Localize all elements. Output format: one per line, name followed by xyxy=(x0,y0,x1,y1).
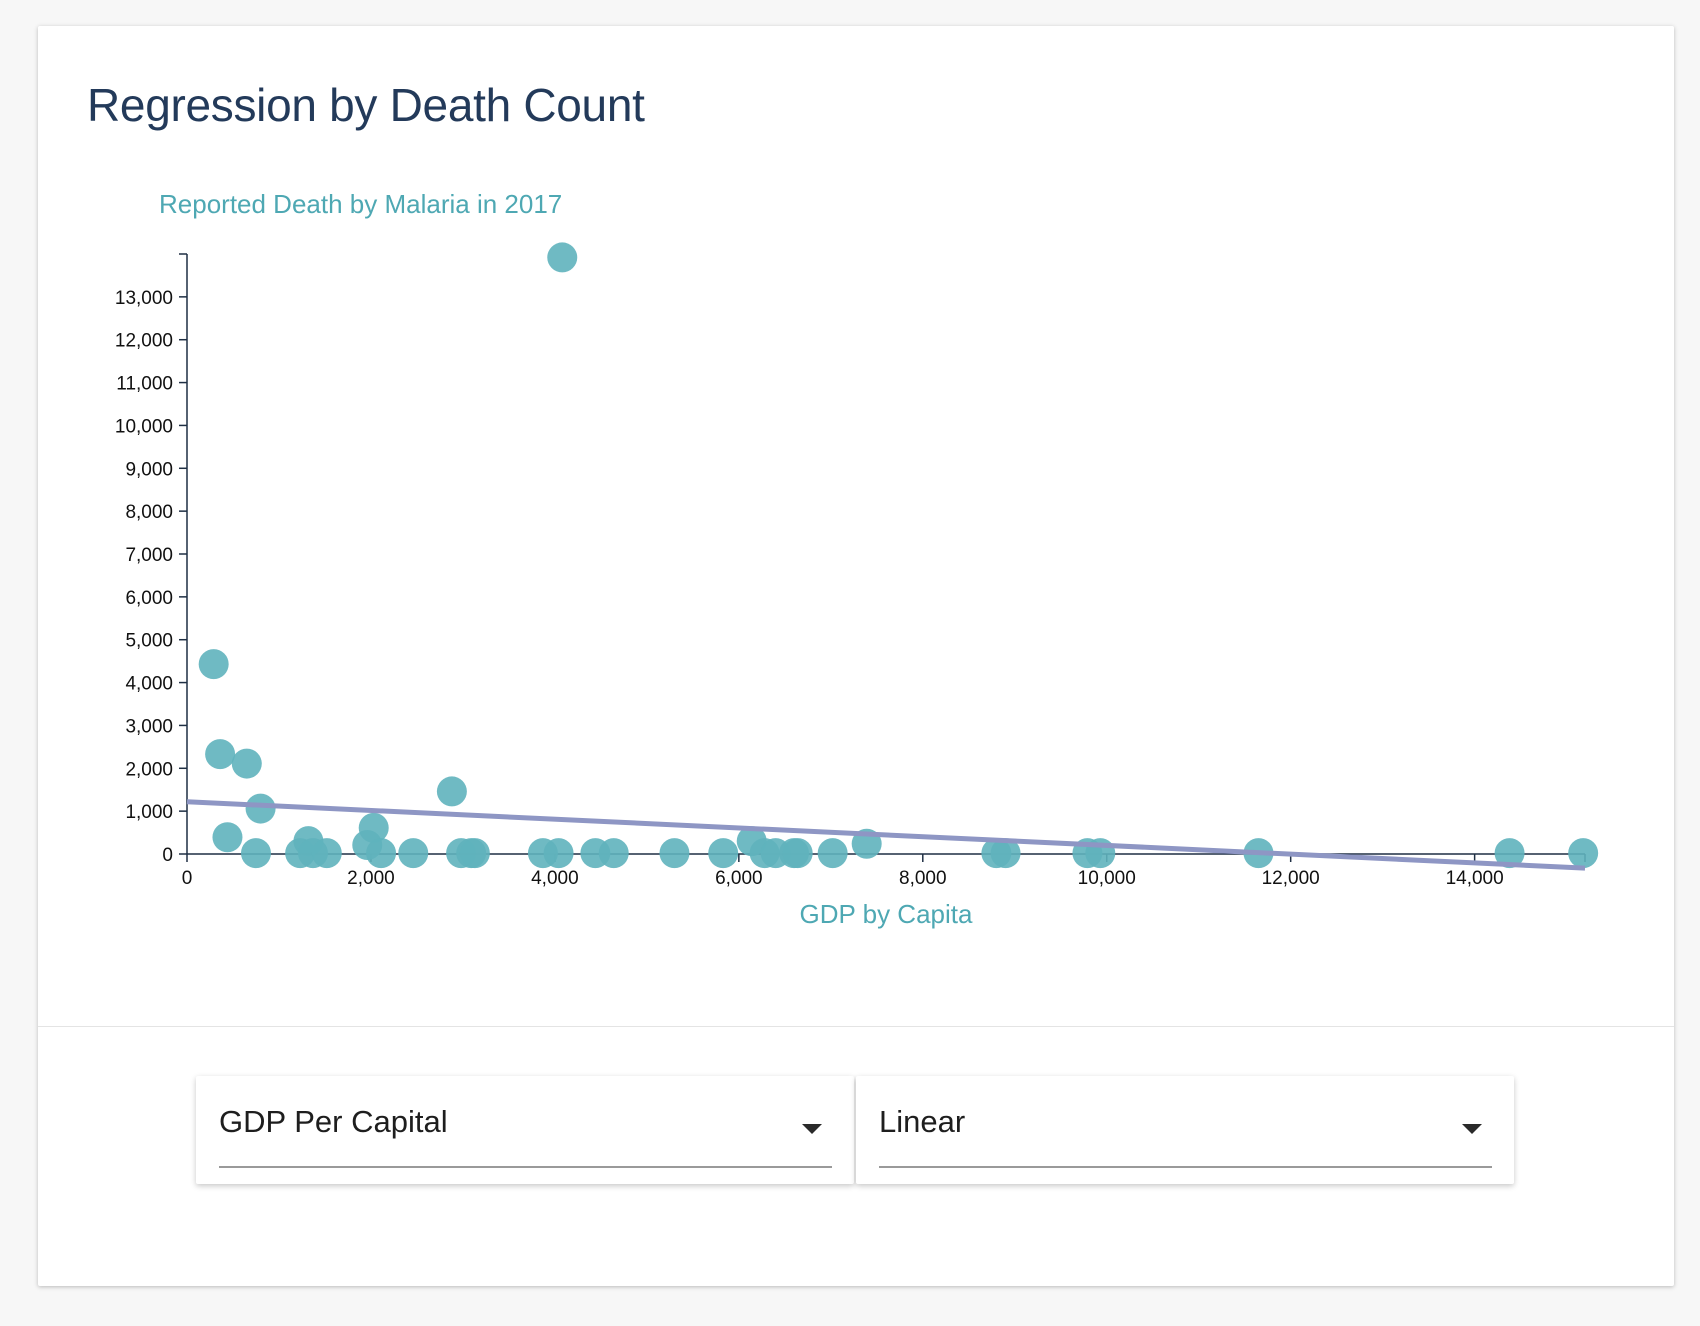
y-tick-label: 4,000 xyxy=(125,674,173,695)
variable-select-value: GDP Per Capital xyxy=(219,1104,448,1139)
y-tick-label: 8,000 xyxy=(125,502,173,523)
chevron-down-icon xyxy=(802,1124,822,1134)
scatter-chart: 0 1,000 2,000 3,000 4,000 5,000 6,000 7,000 8,00… xyxy=(115,189,1599,929)
y-tick-label: 6,000 xyxy=(125,588,173,609)
data-point xyxy=(1568,838,1599,869)
regression-line xyxy=(186,799,1586,871)
data-point xyxy=(1494,838,1525,869)
select-underline xyxy=(219,1166,832,1168)
data-point xyxy=(436,776,467,807)
data-point xyxy=(782,838,813,869)
data-point xyxy=(543,838,574,869)
x-tick-label: 12,000 xyxy=(1262,868,1320,889)
data-point xyxy=(240,838,271,869)
y-tick-label: 0 xyxy=(162,845,173,866)
y-tick-label: 7,000 xyxy=(125,545,173,566)
data-point xyxy=(659,838,690,869)
x-tick-label: 14,000 xyxy=(1446,868,1504,889)
data-point xyxy=(212,822,243,853)
data-point xyxy=(990,838,1021,869)
y-tick-label: 5,000 xyxy=(125,631,173,652)
data-point xyxy=(459,838,490,869)
chevron-down-icon xyxy=(1462,1124,1482,1134)
y-tick-label: 10,000 xyxy=(115,416,173,437)
variable-select[interactable]: GDP Per Capital xyxy=(196,1076,854,1184)
data-point xyxy=(205,739,236,770)
model-select-value: Linear xyxy=(879,1104,966,1139)
y-tick-label: 11,000 xyxy=(116,374,173,395)
data-point xyxy=(598,838,629,869)
data-point xyxy=(817,838,848,869)
y-tick-label: 13,000 xyxy=(115,288,173,309)
data-point xyxy=(198,649,229,680)
data-point xyxy=(708,838,739,869)
y-tick-label: 9,000 xyxy=(125,459,173,480)
y-tick-label: 3,000 xyxy=(125,716,173,737)
data-point xyxy=(398,838,429,869)
data-point xyxy=(547,242,578,273)
select-underline xyxy=(879,1166,1492,1168)
x-tick-label: 0 xyxy=(182,868,193,889)
model-select[interactable]: Linear xyxy=(856,1076,1514,1184)
data-point xyxy=(231,748,262,779)
x-tick-label: 6,000 xyxy=(715,868,763,889)
divider xyxy=(38,1026,1674,1027)
y-tick-label: 1,000 xyxy=(125,802,173,823)
data-point xyxy=(366,838,397,869)
data-point xyxy=(245,793,276,824)
x-tick-label: 2,000 xyxy=(347,868,395,889)
card-title: Regression by Death Count xyxy=(87,79,645,131)
chart-card: Regression by Death Count 0 1,000 2,000 3,0… xyxy=(38,26,1674,1286)
y-tick-label: 12,000 xyxy=(115,331,173,352)
x-tick-label: 4,000 xyxy=(531,868,579,889)
y-tick-label: 2,000 xyxy=(125,759,173,780)
y-axis-title: Reported Death by Malaria in 2017 xyxy=(159,189,562,219)
x-axis-title: GDP by Capita xyxy=(800,899,973,929)
data-point xyxy=(311,838,342,869)
x-tick-label: 10,000 xyxy=(1078,868,1136,889)
data-point xyxy=(358,812,389,843)
x-tick-label: 8,000 xyxy=(899,868,947,889)
